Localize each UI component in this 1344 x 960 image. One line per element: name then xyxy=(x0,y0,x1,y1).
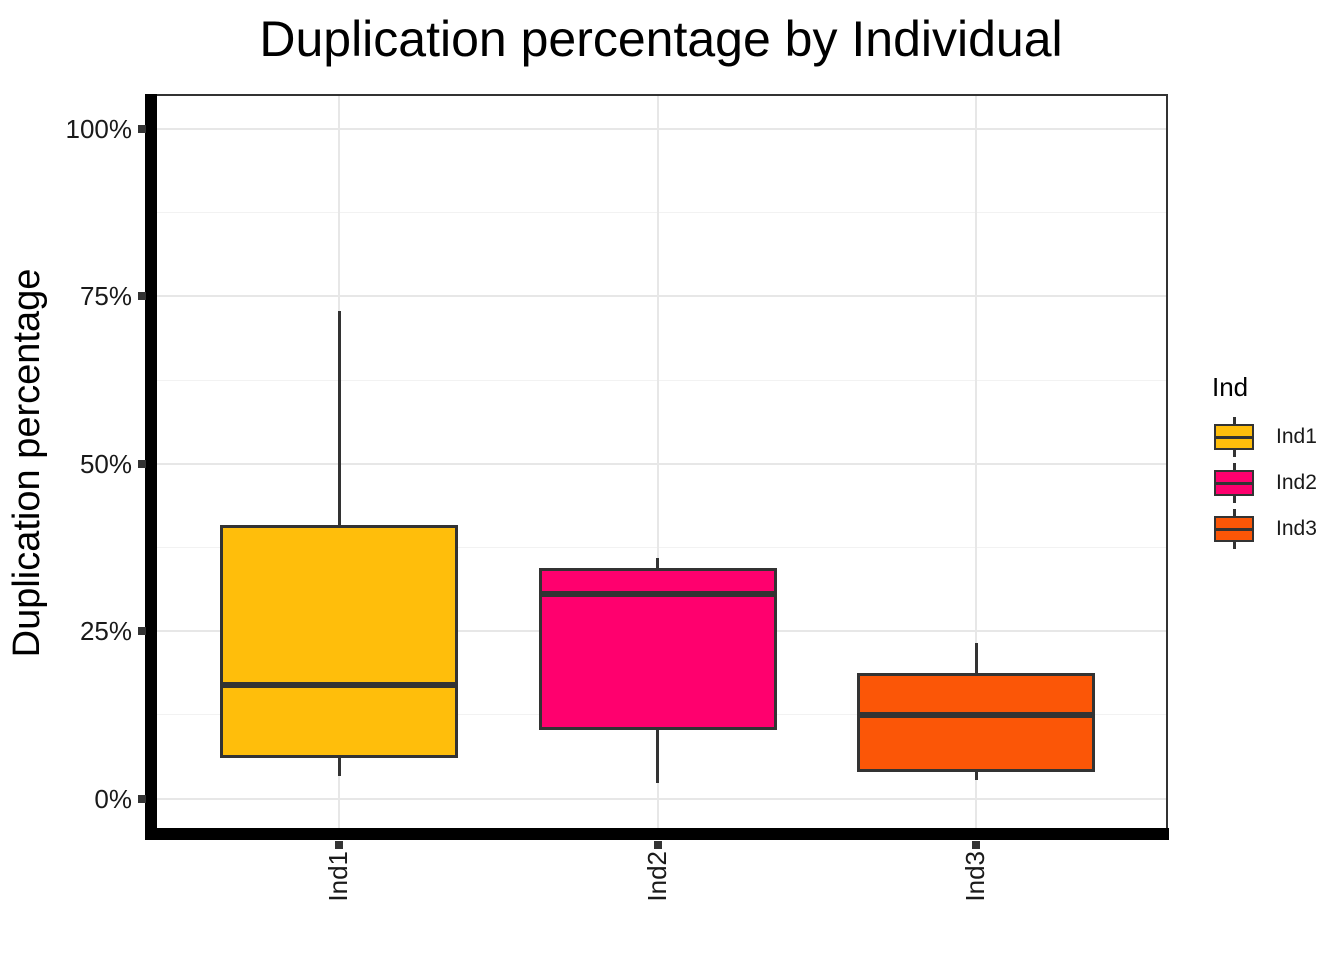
x-tick-label: Ind2 xyxy=(641,851,672,902)
y-tick-mark xyxy=(138,292,146,301)
y-tick-label: 100% xyxy=(65,114,133,144)
y-tick-mark xyxy=(138,125,146,133)
legend: Ind Ind1 Ind2 Ind3 xyxy=(1206,372,1317,552)
legend-title: Ind xyxy=(1212,372,1249,402)
legend-key-median xyxy=(1216,527,1252,531)
median-line xyxy=(223,681,455,688)
whisker-upper xyxy=(337,311,341,526)
legend-label: Ind2 xyxy=(1276,471,1317,494)
legend-label: Ind3 xyxy=(1276,517,1317,540)
plot-panel xyxy=(155,94,1168,832)
legend-key-boxplot-icon xyxy=(1214,417,1254,457)
whisker-lower xyxy=(974,772,978,780)
gridline-major xyxy=(157,797,1166,800)
x-axis-line xyxy=(145,828,1169,840)
whisker-lower xyxy=(656,729,659,784)
gridline-major xyxy=(157,295,1166,298)
legend-item-ind2: Ind2 xyxy=(1206,460,1317,506)
x-tick-mark xyxy=(653,841,662,849)
legend-key-boxplot-icon xyxy=(1214,509,1254,549)
gridline-major xyxy=(157,462,1166,465)
gridline-minor xyxy=(157,547,1166,548)
gridline-vertical xyxy=(656,96,659,830)
y-axis-line xyxy=(145,94,157,840)
x-tick-label: Ind1 xyxy=(323,851,353,902)
median-line xyxy=(541,591,774,598)
legend-item-ind3: Ind3 xyxy=(1206,506,1317,552)
y-tick-label: 75% xyxy=(79,281,132,312)
median-line xyxy=(860,711,1092,718)
chart-title: Duplication percentage by Individual xyxy=(259,11,1063,67)
whisker-upper xyxy=(656,557,659,568)
x-tick-label: Ind3 xyxy=(960,851,990,902)
y-tick-label: 0% xyxy=(94,783,132,814)
y-tick-label: 50% xyxy=(79,448,132,479)
legend-key-boxplot-icon xyxy=(1214,463,1254,503)
gridline-minor xyxy=(157,212,1166,214)
legend-key-median xyxy=(1216,481,1252,485)
whisker-upper xyxy=(974,642,978,674)
x-tick-mark xyxy=(335,841,343,849)
gridline-minor xyxy=(157,379,1166,381)
legend-label: Ind1 xyxy=(1276,425,1317,448)
legend-key-median xyxy=(1216,435,1252,439)
box-ind1 xyxy=(220,525,458,758)
y-tick-mark xyxy=(138,794,146,803)
y-tick-label: 25% xyxy=(79,616,132,647)
gridline-major xyxy=(157,128,1166,130)
gridline-vertical xyxy=(975,96,977,830)
y-tick-mark xyxy=(138,627,146,636)
whisker-lower xyxy=(337,757,341,777)
legend-key-box xyxy=(1214,516,1254,542)
y-tick-mark xyxy=(138,459,146,468)
legend-item-ind1: Ind1 xyxy=(1206,414,1317,460)
x-tick-mark xyxy=(972,841,980,849)
box-ind3 xyxy=(857,673,1095,773)
